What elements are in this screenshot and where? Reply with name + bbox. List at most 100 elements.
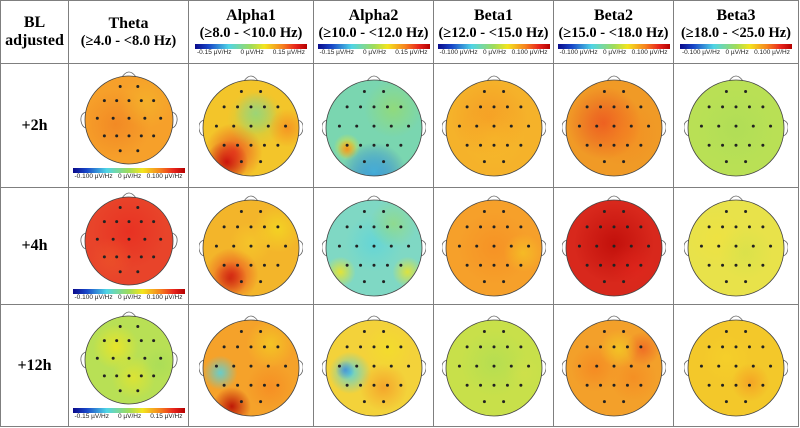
electrode-dot — [501, 329, 505, 333]
topomap-svg — [199, 75, 303, 176]
colorbar — [437, 44, 550, 49]
left-ear-outline — [199, 119, 205, 136]
electrode-dot — [707, 143, 711, 147]
head-outline — [202, 199, 300, 297]
topomap — [434, 192, 553, 300]
electrode-dot — [747, 143, 751, 147]
electrode-dot — [151, 374, 155, 378]
electrode-dot — [236, 383, 240, 387]
head-outline — [687, 79, 785, 176]
left-ear-outline — [684, 359, 690, 376]
electrode-dot — [724, 399, 728, 403]
electrode-dot — [214, 364, 218, 368]
electrode-dot — [629, 124, 633, 128]
topomap-svg — [684, 75, 788, 176]
electrode-dot — [734, 263, 738, 267]
electrode-dot — [139, 374, 143, 378]
colorbar — [557, 44, 670, 49]
electrode-dot — [699, 124, 703, 128]
electrode-dot — [526, 244, 530, 248]
electrode-dot — [362, 329, 366, 333]
colorbar-mid: 0 µV/Hz — [482, 49, 507, 56]
electrode-dot — [362, 210, 366, 214]
corner-line1: BL — [23, 14, 46, 31]
electrode-dot — [585, 143, 589, 147]
electrode-dot — [358, 225, 362, 229]
left-ear-outline — [321, 359, 327, 376]
electrode-dot — [135, 205, 139, 209]
electrode-dot — [602, 280, 606, 284]
electrode-dot — [625, 104, 629, 108]
electrode-dot — [372, 225, 375, 229]
electrode-dot — [102, 374, 106, 378]
electrode-dot — [249, 263, 253, 267]
electrode-dot — [135, 269, 139, 273]
electrode-dot — [276, 104, 280, 108]
head-outline — [687, 319, 785, 416]
electrode-dot — [214, 124, 218, 128]
electrode-dot — [638, 383, 642, 387]
electrode-dot — [114, 374, 118, 378]
head-outline — [445, 79, 542, 176]
colorbar — [195, 44, 307, 49]
electrode-dot — [492, 104, 495, 108]
electrode-dot — [114, 219, 118, 223]
electrode-dot — [151, 219, 155, 223]
electrode-dot — [406, 124, 410, 128]
cell-alpha2-4h — [313, 187, 434, 305]
colorbar-min: -0.100 µV/Hz — [439, 49, 478, 56]
right-ear-outline — [171, 232, 178, 249]
electrode-dot — [492, 263, 495, 267]
band-name: Beta2 — [593, 7, 634, 24]
colorbar-max: 0.100 µV/Hz — [146, 293, 183, 301]
electrode-dot — [769, 124, 773, 128]
right-ear-outline — [420, 239, 426, 257]
electrode-dot — [358, 383, 362, 387]
topomap-svg — [79, 311, 178, 405]
electrode-dot — [505, 383, 509, 387]
electrode-dot — [135, 389, 139, 393]
electrode-dot — [385, 143, 389, 147]
electrode-dot — [266, 124, 270, 128]
electrode-dot — [127, 134, 130, 138]
electrode-dot — [751, 244, 755, 248]
electrode-dot — [381, 280, 385, 284]
electrode-dot — [638, 263, 642, 267]
electrode-dot — [385, 104, 389, 108]
electrode-dot — [598, 263, 602, 267]
topomap — [77, 191, 181, 287]
electrode-dot — [259, 210, 263, 214]
electrode-dot — [465, 344, 469, 348]
electrode-dot — [372, 364, 375, 368]
topomap-svg — [199, 195, 303, 297]
topomap-svg — [561, 195, 666, 297]
electrode-dot — [474, 364, 478, 368]
electrode-dot — [612, 143, 615, 147]
topomap-svg — [441, 195, 546, 297]
electrode-dot — [142, 116, 146, 120]
electrode-dot — [646, 124, 650, 128]
electrode-dot — [602, 399, 606, 403]
topomap-svg — [321, 75, 426, 176]
electrode-dot — [262, 344, 266, 348]
topomap — [189, 72, 313, 180]
electrode-dot — [744, 399, 748, 403]
electrode-dot — [482, 89, 486, 93]
cell-beta1-4h — [433, 187, 554, 305]
electrode-dot — [249, 344, 253, 348]
head-outline — [325, 319, 422, 416]
electrode-dot — [345, 383, 349, 387]
electrode-dot — [127, 254, 130, 258]
electrode-dot — [602, 329, 606, 333]
electrode-dot — [151, 134, 155, 138]
electrode-dot — [594, 244, 598, 248]
electrode-dot — [114, 99, 118, 103]
electrode-dot — [474, 244, 478, 248]
colorbar-labels: -0.100 µV/Hz 0 µV/Hz 0.100 µV/Hz — [682, 49, 790, 57]
electrode-dot — [721, 143, 725, 147]
electrode-dot — [744, 210, 748, 214]
left-ear-outline — [79, 232, 86, 249]
electrode-dot — [127, 339, 130, 343]
head-outline — [202, 79, 300, 176]
electrode-dot — [518, 143, 522, 147]
